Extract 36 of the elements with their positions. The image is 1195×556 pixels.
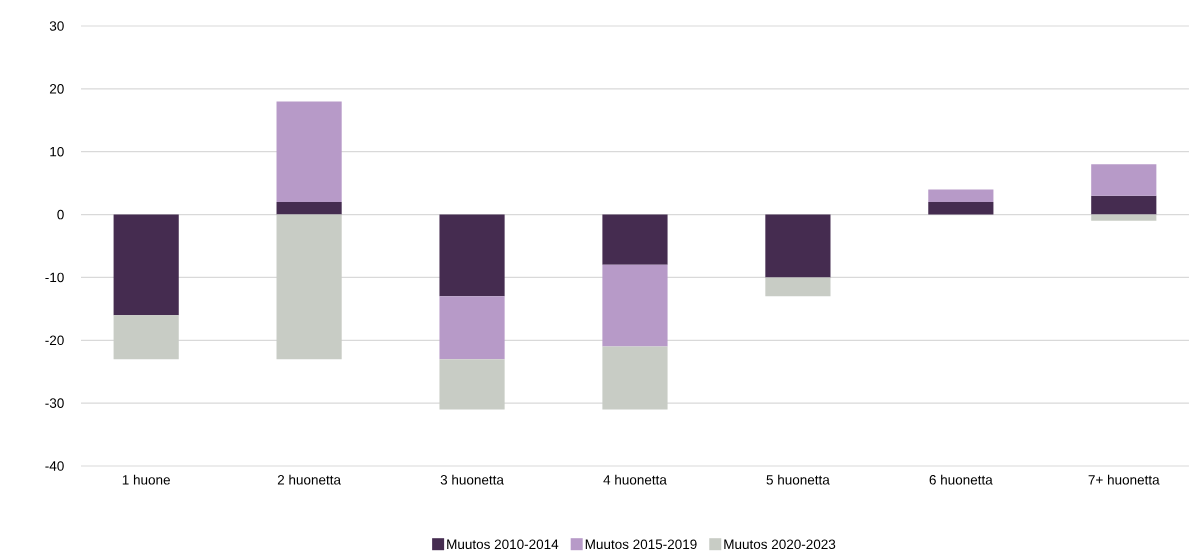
bar — [439, 296, 505, 360]
bar — [1091, 195, 1157, 215]
bar — [602, 346, 668, 410]
bar — [1091, 164, 1157, 196]
x-tick-label: 5 huonetta — [766, 474, 830, 485]
bar — [602, 264, 668, 347]
x-tick-label: 1 huone — [122, 474, 170, 485]
x-tick-label: 6 huonetta — [929, 474, 993, 485]
bar — [113, 315, 179, 360]
x-tick-label: 2 huonetta — [277, 474, 341, 485]
bar — [602, 214, 668, 265]
y-tick-label: 30 — [49, 21, 64, 31]
bar — [439, 214, 505, 297]
x-tick-label: 4 huonetta — [603, 474, 667, 485]
bar — [928, 202, 994, 215]
bar — [439, 359, 505, 410]
bar — [765, 277, 831, 297]
y-tick-label: 10 — [50, 146, 64, 157]
bar — [928, 189, 994, 202]
bar — [1091, 214, 1157, 221]
y-tick-label: -20 — [45, 335, 64, 346]
legend-label: Muutos 2015-2019 — [585, 539, 697, 550]
bar — [113, 214, 179, 316]
bar — [276, 214, 342, 360]
legend-label: Muutos 2020-2023 — [724, 539, 836, 550]
x-tick-label: 7+ huonetta — [1088, 474, 1160, 485]
bar — [276, 202, 342, 215]
x-tick-label: 3 huonetta — [440, 474, 504, 485]
y-tick-label: -40 — [45, 461, 64, 471]
y-tick-label: 0 — [57, 209, 64, 220]
bar — [765, 214, 831, 278]
y-tick-label: -30 — [45, 398, 64, 408]
legend-label: Muutos 2010-2014 — [447, 539, 559, 550]
y-tick-label: -10 — [45, 272, 64, 283]
bar — [276, 101, 342, 202]
y-tick-label: 20 — [49, 84, 64, 94]
